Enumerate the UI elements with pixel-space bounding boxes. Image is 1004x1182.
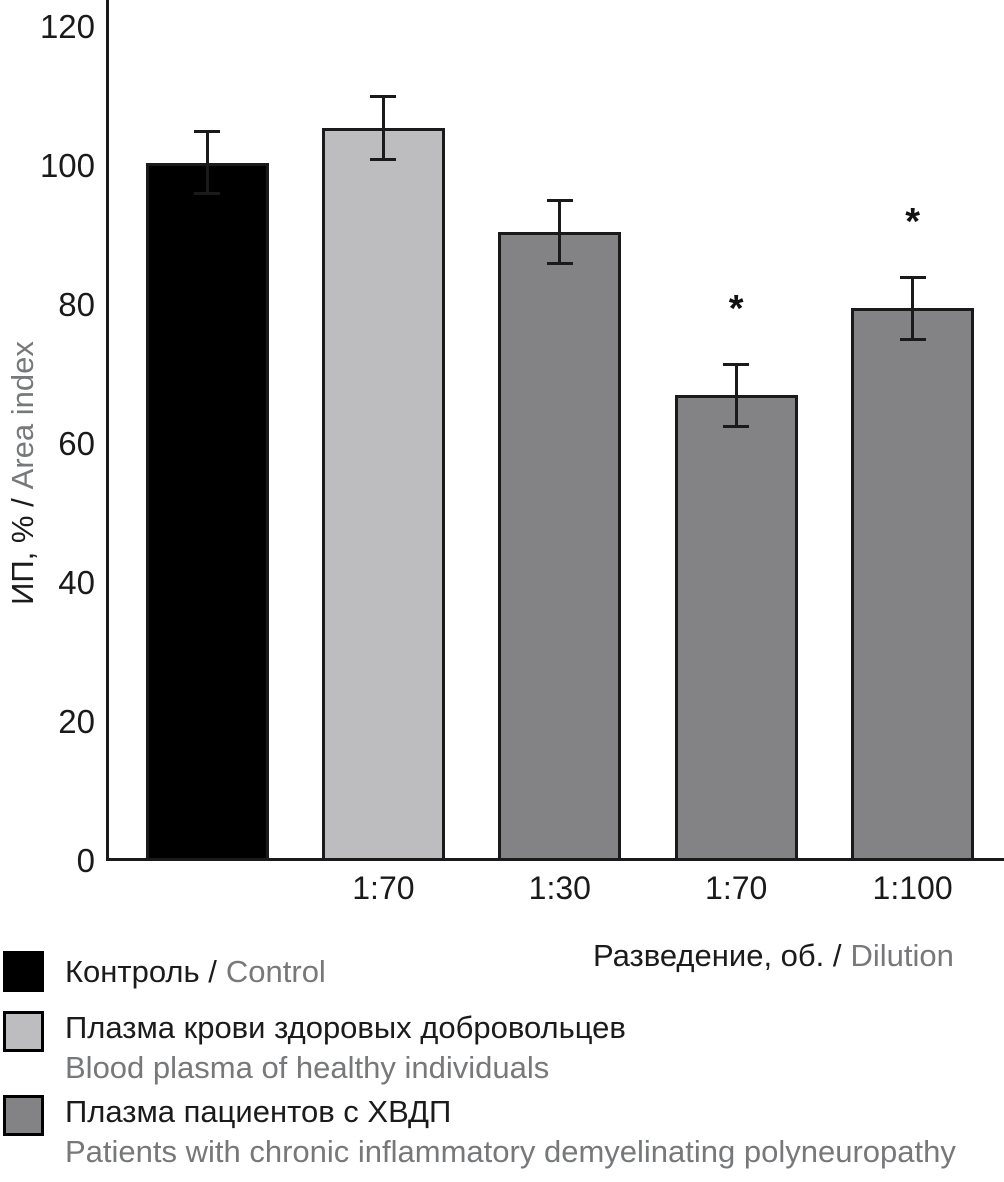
bar xyxy=(674,395,798,861)
significance-asterisk: * xyxy=(728,288,744,331)
legend-label-cidp-plasma: Плазма пациентов с ХВДП Patients with ch… xyxy=(65,1092,956,1172)
error-bar-cap xyxy=(723,362,750,366)
error-bar-line xyxy=(911,277,915,340)
x-axis-title-en: Dilution xyxy=(850,938,954,973)
y-tick-label: 80 xyxy=(58,286,95,323)
x-tick-label: 1:70 xyxy=(705,870,768,906)
legend-label-healthy-plasma: Плазма крови здоровых добровольцев Blood… xyxy=(65,1008,626,1088)
y-axis-title-en: Area index xyxy=(5,341,41,490)
x-tick-label: 1:100 xyxy=(872,870,953,906)
bar xyxy=(145,162,269,861)
legend-swatch-healthy-plasma xyxy=(3,1011,44,1052)
bar xyxy=(498,232,622,861)
error-bar-line xyxy=(558,200,562,264)
legend-label-control-ru: Контроль / xyxy=(65,953,217,989)
y-tick-label: 0 xyxy=(76,842,95,879)
legend-swatch-control xyxy=(3,951,44,992)
legend-item-healthy-plasma: Плазма крови здоровых добровольцев Blood… xyxy=(3,1008,626,1088)
legend-label-control: Контроль / Control xyxy=(65,952,326,992)
error-bar-cap xyxy=(723,425,750,429)
legend-label-cidp-plasma-en: Patients with chronic inflammatory demye… xyxy=(65,1134,956,1169)
error-bar-cap xyxy=(546,199,573,203)
y-tick-label: 100 xyxy=(39,147,95,184)
legend-label-healthy-plasma-en: Blood plasma of healthy individuals xyxy=(65,1050,550,1085)
x-axis-title: Разведение, об. / Dilution xyxy=(593,938,954,974)
error-bar-cap xyxy=(194,129,220,133)
y-tick-label: 40 xyxy=(58,564,95,601)
legend-label-control-en: Control xyxy=(225,953,326,989)
y-tick-label: 60 xyxy=(58,425,95,462)
bar xyxy=(321,127,445,861)
error-bar-cap xyxy=(546,261,573,265)
legend-item-control: Контроль / Control xyxy=(3,951,326,992)
x-tick-label: 1:70 xyxy=(352,870,415,906)
y-tick-label: 20 xyxy=(58,703,95,740)
y-tick-label: 120 xyxy=(39,8,95,45)
error-bar-line xyxy=(205,131,209,194)
legend-item-cidp-plasma: Плазма пациентов с ХВДП Patients with ch… xyxy=(3,1092,956,1172)
legend-swatch-cidp-plasma xyxy=(3,1095,44,1136)
error-bar-cap xyxy=(370,95,397,98)
bar xyxy=(851,308,975,861)
significance-asterisk: * xyxy=(905,201,920,244)
error-bar-cap xyxy=(899,275,926,279)
error-bar-cap xyxy=(194,192,220,196)
legend-label-cidp-plasma-ru: Плазма пациентов с ХВДП xyxy=(65,1094,452,1129)
legend-label-healthy-plasma-ru: Плазма крови здоровых добровольцев xyxy=(65,1010,626,1045)
error-bar-line xyxy=(381,96,385,160)
error-bar-cap xyxy=(899,338,926,342)
error-bar-line xyxy=(734,364,738,427)
y-axis-line xyxy=(106,0,109,861)
y-axis-title-ru: ИП, % / xyxy=(5,498,41,605)
error-bar-cap xyxy=(370,157,397,161)
x-tick-label: 1:30 xyxy=(528,870,591,906)
x-axis-title-ru: Разведение, об. / xyxy=(593,938,842,973)
